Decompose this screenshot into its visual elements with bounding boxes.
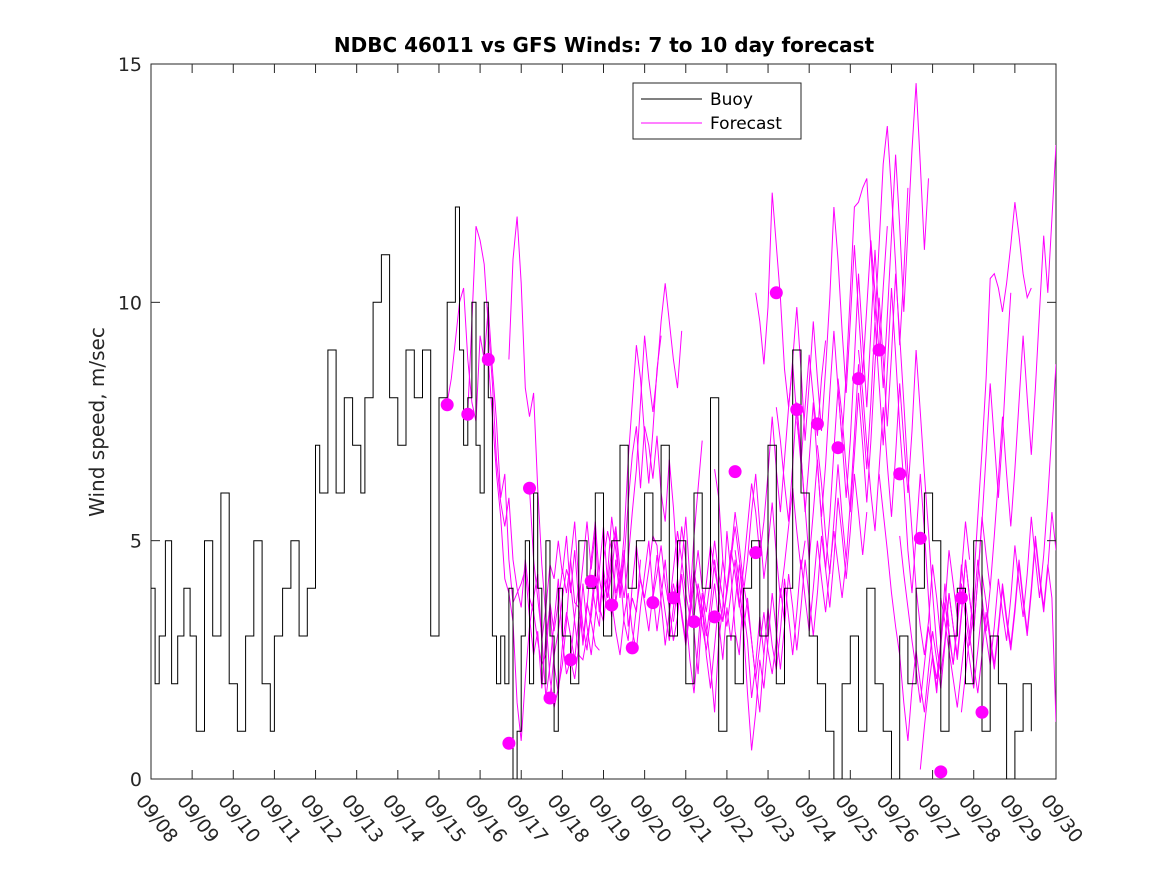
legend-forecast-label: Forecast <box>710 114 782 134</box>
y-tick-label: 0 <box>130 769 142 791</box>
forecast-marker-5 <box>523 481 536 495</box>
forecast-marker-10 <box>625 641 639 655</box>
forecast-marker-4 <box>502 736 516 750</box>
forecast-marker-16 <box>749 546 763 560</box>
y-axis-label: Wind speed, m/sec <box>85 327 109 517</box>
y-tick-label: 5 <box>130 531 142 553</box>
legend: Buoy Forecast <box>632 82 802 140</box>
forecast-line-24 <box>919 144 1056 770</box>
forecast-line-26 <box>960 512 1056 713</box>
forecast-line-16 <box>755 192 888 441</box>
forecast-marker-8 <box>584 574 598 588</box>
forecast-line-15 <box>734 473 868 751</box>
forecast-line-14 <box>714 469 847 713</box>
forecast-marker-25 <box>934 765 948 779</box>
forecast-marker-21 <box>852 372 865 386</box>
legend-box <box>632 82 802 140</box>
forecast-marker-15 <box>728 465 742 479</box>
forecast-line-25 <box>940 364 1056 708</box>
forecast-marker-13 <box>687 615 701 629</box>
forecast-marker-24 <box>913 531 927 545</box>
forecast-marker-22 <box>872 343 886 357</box>
forecast-marker-14 <box>708 610 722 624</box>
plot-area: 05101509/0809/0909/1009/1109/1209/1309/1… <box>118 54 1087 847</box>
forecast-marker-6 <box>543 691 557 705</box>
forecast-line-20 <box>837 273 971 656</box>
chart-title: NDBC 46011 vs GFS Winds: 7 to 10 day for… <box>334 33 875 57</box>
forecast-marker-23 <box>893 467 907 481</box>
forecast-marker-18 <box>790 403 804 417</box>
forecast-marker-9 <box>605 598 619 612</box>
forecast-line-27 <box>981 535 1056 722</box>
forecast-line-18 <box>796 83 929 570</box>
buoy-series <box>151 206 1032 779</box>
forecast-marker-11 <box>646 596 660 610</box>
forecast-marker-20 <box>831 441 845 455</box>
forecast-marker-7 <box>564 653 578 667</box>
forecast-marker-19 <box>810 417 824 431</box>
forecast-lines <box>446 83 1056 770</box>
y-tick-label: 10 <box>118 292 142 314</box>
forecast-line-10 <box>631 554 765 699</box>
forecast-marker-3 <box>481 353 495 366</box>
forecast-marker-1 <box>440 398 454 412</box>
forecast-line-19 <box>816 287 950 694</box>
forecast-line-12 <box>672 473 806 641</box>
forecast-line-8 <box>590 516 724 689</box>
forecast-line-6 <box>549 283 683 699</box>
y-tick-label: 15 <box>118 54 142 76</box>
forecast-markers <box>440 286 989 779</box>
forecast-marker-27 <box>975 705 989 719</box>
forecast-marker-26 <box>954 591 968 605</box>
buoy-line <box>151 206 1032 779</box>
forecast-marker-12 <box>666 591 680 605</box>
forecast-marker-2 <box>461 407 475 421</box>
legend-buoy-label: Buoy <box>710 90 753 110</box>
forecast-marker-17 <box>769 286 783 300</box>
forecast-line-22 <box>878 292 1012 741</box>
